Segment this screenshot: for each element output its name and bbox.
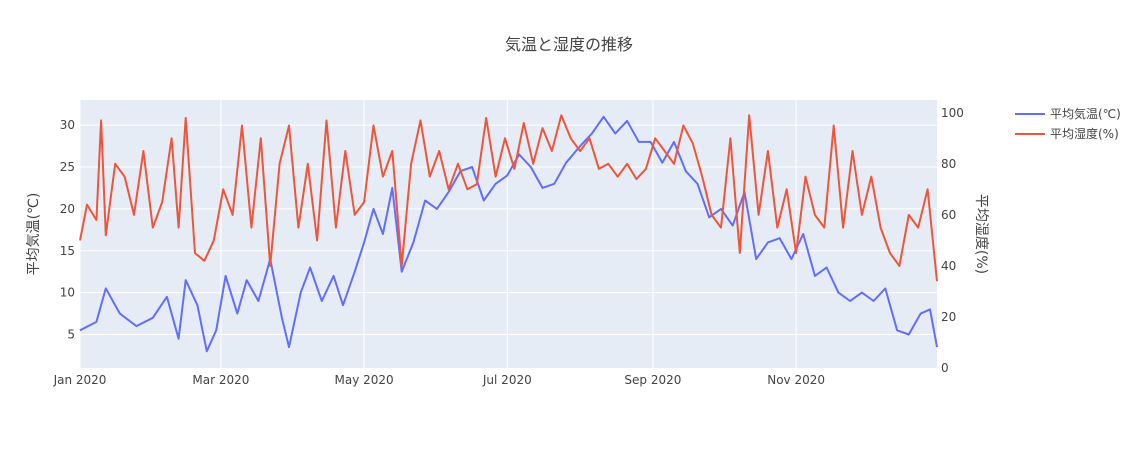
chart-title: 気温と湿度の推移	[505, 35, 633, 54]
plot-background	[80, 100, 937, 368]
x-tick-label: Jan 2020	[53, 373, 107, 387]
y-left-tick-label: 15	[60, 244, 75, 258]
y-right-tick-label: 60	[941, 208, 956, 222]
y-right-axis-ticks: 0 20 40 60 80 100	[941, 106, 964, 375]
legend-label: 平均気温(℃)	[1050, 106, 1121, 121]
x-tick-label: Nov 2020	[767, 373, 825, 387]
y-right-tick-label: 0	[941, 361, 949, 375]
y-left-axis-title: 平均気温(℃)	[26, 193, 42, 276]
legend-item[interactable]: 平均湿度(%)	[1015, 126, 1119, 141]
y-right-tick-label: 40	[941, 259, 956, 273]
y-right-axis-title: 平均湿度(%)	[973, 194, 989, 274]
y-right-tick-label: 80	[941, 157, 956, 171]
legend-item[interactable]: 平均気温(℃)	[1015, 106, 1121, 121]
series-lines	[79, 114, 938, 353]
y-left-axis-ticks: 5 10 15 20 25 30	[60, 118, 75, 341]
y-left-tick-label: 10	[60, 286, 75, 300]
y-left-tick-label: 5	[67, 328, 75, 342]
grid-lines	[79, 100, 937, 368]
y-left-tick-label: 20	[60, 202, 75, 216]
y-right-tick-label: 100	[941, 106, 964, 120]
x-tick-label: Mar 2020	[192, 373, 249, 387]
y-left-tick-label: 25	[60, 160, 75, 174]
x-tick-label: May 2020	[335, 373, 394, 387]
y-left-tick-label: 30	[60, 118, 75, 132]
y-right-tick-label: 20	[941, 310, 956, 324]
x-tick-label: Sep 2020	[624, 373, 681, 387]
x-axis-ticks: Jan 2020 Mar 2020 May 2020 Jul 2020 Sep 2020…	[53, 373, 825, 387]
legend[interactable]: 平均気温(℃) 平均湿度(%)	[1015, 106, 1121, 141]
series-line-2[interactable]	[79, 114, 938, 282]
legend-label: 平均湿度(%)	[1050, 126, 1119, 141]
x-tick-label: Jul 2020	[482, 373, 532, 387]
